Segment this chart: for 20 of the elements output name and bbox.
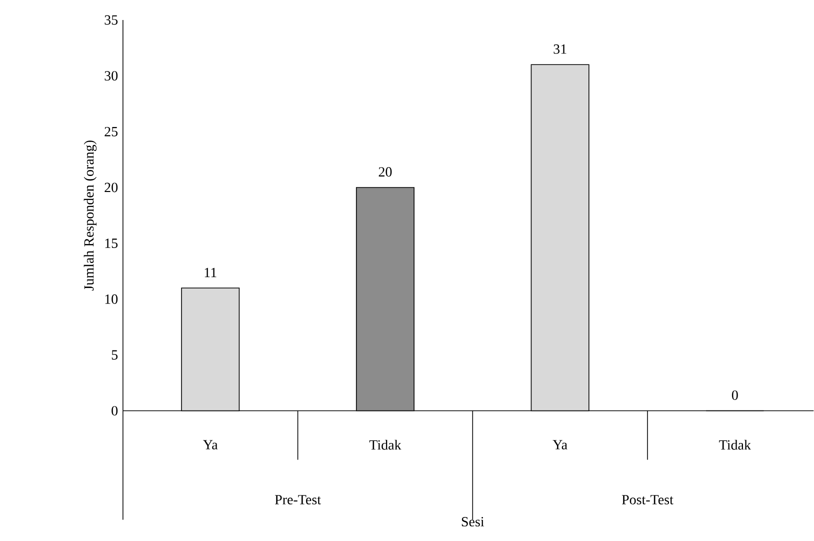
text: Pre-Test <box>274 495 321 505</box>
y-tick-label: 25 <box>104 127 118 136</box>
x-axis-title: Sesi <box>462 517 484 527</box>
y-tick-label: 0 <box>112 406 118 416</box>
x-tick-label: Ya <box>552 440 568 450</box>
data-label: 0 <box>732 390 738 400</box>
data-label: 11 <box>204 268 216 278</box>
x-tick-label: Tidak <box>369 440 402 450</box>
y-tick-label: 20 <box>104 182 118 192</box>
y-tick-label: 35 <box>104 15 118 25</box>
y-axis-title: Jumlah Responden (orang) <box>84 140 97 291</box>
data-label: 20 <box>378 167 392 177</box>
y-tick-label: 15 <box>105 238 118 248</box>
y-tick-label: 30 <box>104 71 118 81</box>
y-tick-label: 5 <box>112 350 118 360</box>
x-tick-label: Tidak <box>719 440 751 450</box>
x-tick-label: Ya <box>203 440 218 450</box>
y-tick-label: 10 <box>105 294 118 304</box>
text: Post-Test <box>622 495 674 505</box>
data-label: 31 <box>554 44 566 54</box>
